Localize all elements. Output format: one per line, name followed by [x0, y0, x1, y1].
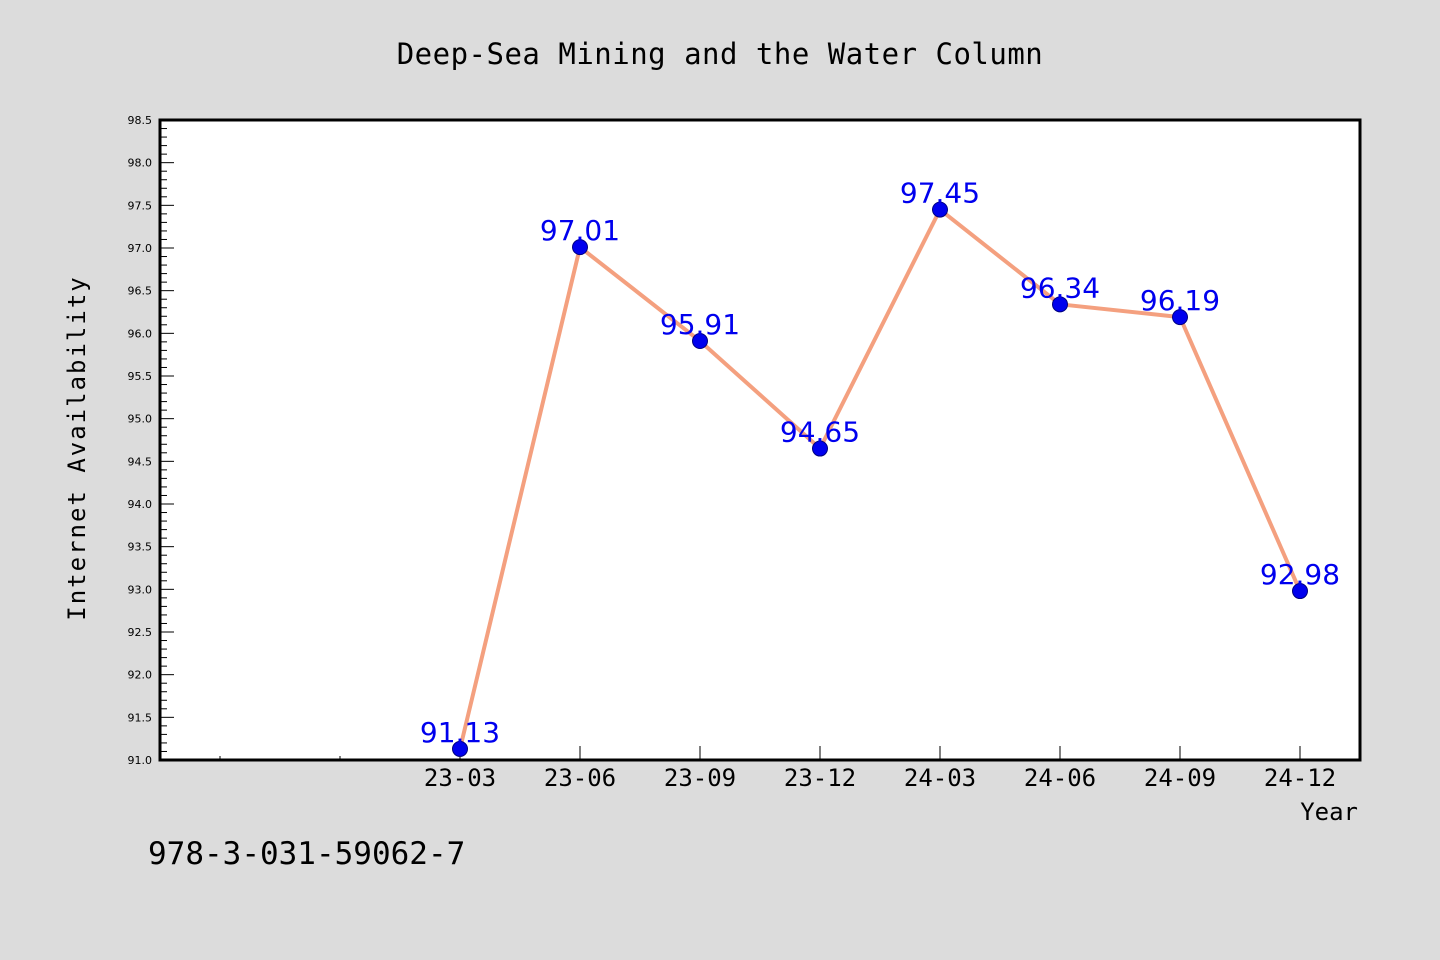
- y-axis-label: Internet Availability: [63, 275, 91, 620]
- series-line-group: 91.13 97.01 95.91 94.65 97.45 96.34 96.19 92.98: [420, 177, 1340, 757]
- y-tick-label: 96.5: [128, 285, 153, 298]
- data-value-label: 96.34: [1020, 271, 1100, 304]
- x-tick-label: 24-09: [1144, 764, 1216, 792]
- data-point-marker: [812, 440, 828, 457]
- y-tick-label: 97.0: [128, 242, 153, 255]
- data-point-marker: [572, 239, 588, 256]
- x-axis-ticks: 23-03 23-06 23-09 23-12 24-03 24-06 24-09 24-12: [219, 746, 1336, 792]
- y-tick-label: 98.5: [128, 114, 153, 127]
- data-value-label: 91.13: [420, 716, 500, 749]
- y-tick-label: 93.0: [128, 583, 153, 596]
- data-value-label: 92.98: [1260, 558, 1340, 591]
- x-axis-label: Year: [1300, 798, 1358, 826]
- x-tick-label: 23-12: [784, 764, 856, 792]
- y-tick-label: 94.0: [128, 498, 153, 511]
- data-value-label: 97.01: [540, 214, 620, 247]
- y-tick-label: 94.5: [128, 455, 153, 468]
- x-tick-label: 23-06: [544, 764, 616, 792]
- y-tick-label: 91.5: [128, 711, 153, 724]
- data-value-label: 94.65: [780, 416, 860, 449]
- y-tick-label: 97.5: [128, 199, 153, 212]
- data-value-label: 96.19: [1140, 284, 1220, 317]
- x-tick-label: 23-03: [424, 764, 496, 792]
- data-point-marker: [1052, 296, 1068, 313]
- isbn-footer: 978-3-031-59062-7: [148, 836, 465, 872]
- y-tick-label: 96.0: [128, 327, 153, 340]
- x-tick-label: 24-12: [1264, 764, 1336, 792]
- data-point-marker: [932, 201, 948, 218]
- data-point-marker: [1172, 309, 1188, 326]
- y-tick-label: 95.5: [128, 370, 153, 383]
- y-tick-label: 93.5: [128, 541, 153, 554]
- series-line: [458, 207, 1302, 750]
- y-tick-label: 98.0: [128, 157, 153, 170]
- chart-title: Deep-Sea Mining and the Water Column: [397, 37, 1044, 71]
- data-point-marker: [452, 740, 468, 757]
- y-tick-label: 95.0: [128, 413, 153, 426]
- x-tick-label: 24-06: [1024, 764, 1096, 792]
- y-tick-label: 91.0: [128, 754, 153, 767]
- data-value-label: 97.45: [900, 177, 980, 210]
- data-point-marker: [1292, 583, 1308, 600]
- x-tick-label: 23-09: [664, 764, 736, 792]
- x-tick-label: 24-03: [904, 764, 976, 792]
- y-tick-label: 92.5: [128, 626, 153, 639]
- data-point-marker: [692, 333, 708, 350]
- plot-area: [158, 118, 1362, 762]
- y-axis-ticks: 91.0 91.5 92.0 92.5 93.0 93.5 94.0 94.5 95.0 95.5…: [128, 114, 174, 767]
- y-tick-label: 92.0: [128, 669, 153, 682]
- data-value-label: 95.91: [660, 308, 740, 341]
